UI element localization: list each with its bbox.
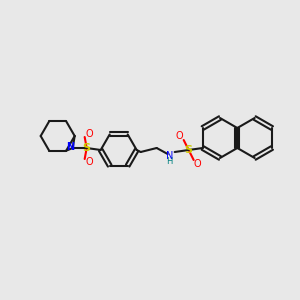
Text: O: O (86, 157, 94, 167)
Text: O: O (194, 159, 202, 169)
Text: O: O (86, 129, 94, 139)
Text: S: S (185, 145, 193, 155)
Text: N: N (166, 151, 173, 161)
Text: H: H (167, 158, 173, 166)
Text: N: N (67, 142, 75, 152)
Text: S: S (83, 143, 91, 153)
Text: O: O (176, 131, 184, 141)
